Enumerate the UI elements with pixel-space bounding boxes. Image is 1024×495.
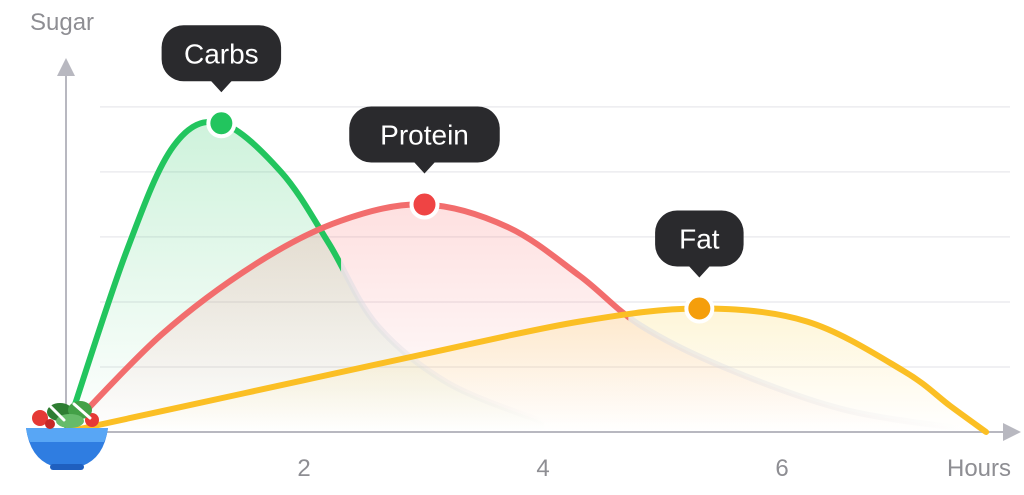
x-tick-label: 6	[775, 455, 788, 482]
carbs-line	[63, 118, 547, 435]
fat-tooltip-label: Fat	[679, 224, 720, 255]
carbs-tooltip-label: Carbs	[184, 38, 259, 69]
carbs-peak-marker[interactable]	[206, 108, 237, 139]
carbs-tooltip-bubble	[161, 25, 282, 82]
axes: Sugar Hours	[30, 9, 1021, 482]
fat-tooltip: Fat	[655, 210, 744, 278]
protein-peak-marker[interactable]	[409, 189, 440, 220]
series-lines	[63, 118, 990, 435]
x-tick-label: 4	[536, 455, 549, 482]
carbs-tooltip: Carbs	[161, 25, 282, 93]
y-axis-arrow-icon	[57, 58, 75, 76]
protein-line	[63, 201, 966, 435]
protein-tooltip-bubble	[349, 106, 500, 163]
salad-bowl-icon	[26, 401, 108, 470]
peak-markers	[206, 108, 715, 324]
fat-peak-marker[interactable]	[684, 293, 715, 324]
y-axis-label: Sugar	[30, 9, 94, 36]
fat-tooltip-bubble	[655, 210, 744, 267]
x-tick-label: 2	[297, 455, 310, 482]
x-axis-label: Hours	[947, 455, 1011, 482]
protein-tooltip-pointer	[413, 161, 436, 174]
area-fills	[66, 121, 987, 433]
peak-tooltips: Carbs Protein Fat	[161, 25, 744, 278]
x-axis-arrow-icon	[1003, 423, 1021, 441]
fat-tooltip-pointer	[688, 265, 711, 278]
fat-line	[63, 305, 990, 435]
x-tick-labels: 2 4 6	[297, 455, 788, 482]
protein-tooltip-label: Protein	[380, 120, 469, 151]
fat-area	[66, 308, 987, 432]
protein-tooltip: Protein	[349, 106, 500, 174]
carbs-tooltip-pointer	[210, 80, 233, 93]
